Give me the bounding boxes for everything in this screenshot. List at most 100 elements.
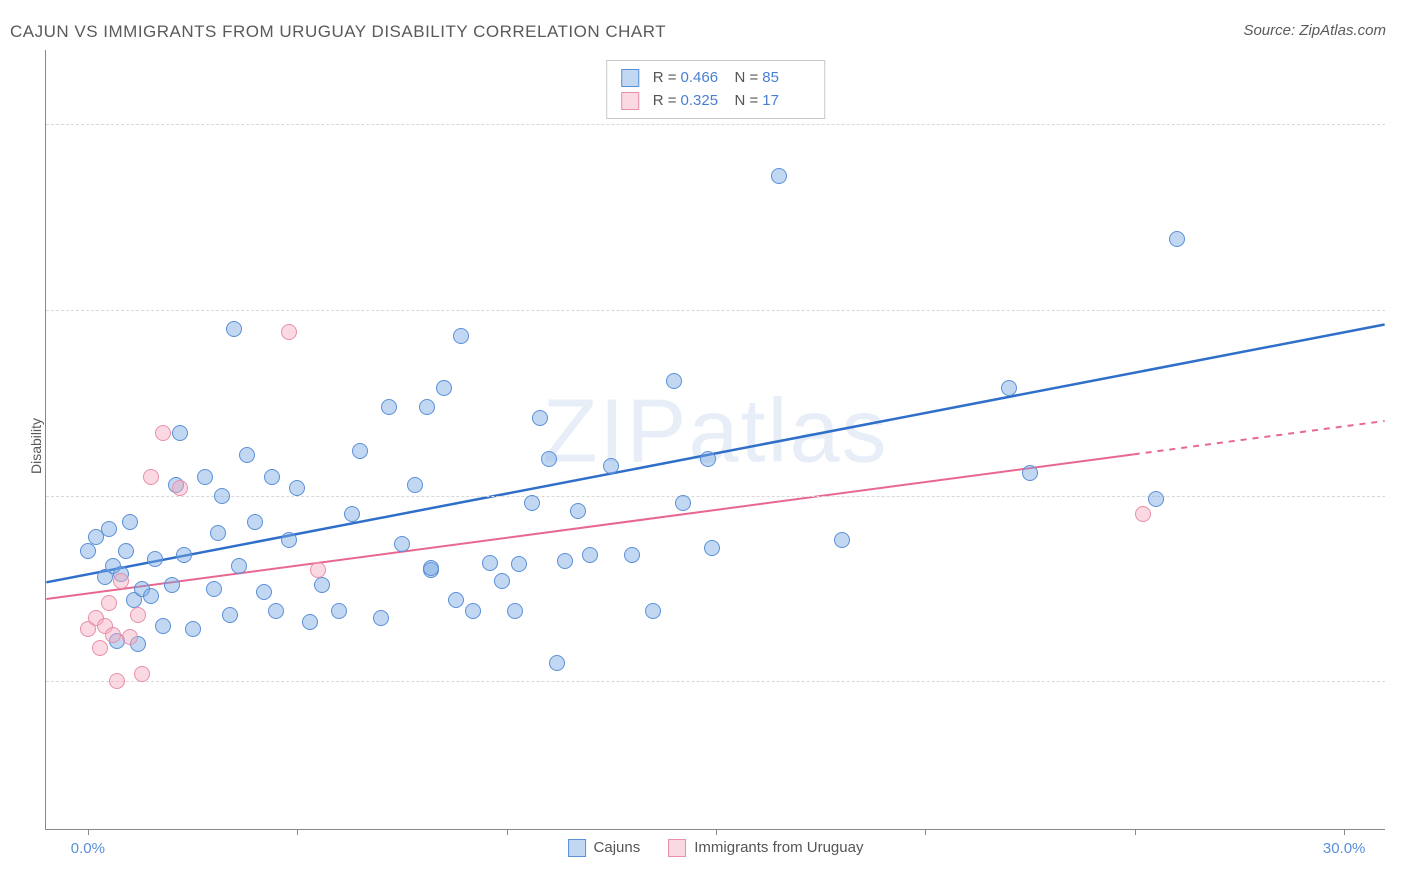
data-point (113, 573, 129, 589)
data-point (436, 380, 452, 396)
legend-stat-label: R = (653, 92, 677, 109)
data-point (130, 607, 146, 623)
data-point (143, 588, 159, 604)
data-point (381, 399, 397, 415)
x-tick-label: 30.0% (1323, 840, 1366, 857)
data-point (176, 547, 192, 563)
gridline-h (46, 681, 1385, 682)
y-tick-label: 40.0% (1395, 116, 1406, 133)
stats-legend: R =0.466N =85R =0.325N =17 (606, 60, 826, 119)
x-tick (716, 829, 717, 835)
data-point (80, 543, 96, 559)
gridline-h (46, 496, 1385, 497)
data-point (92, 640, 108, 656)
data-point (570, 503, 586, 519)
data-point (549, 655, 565, 671)
legend-stat-label: R = (653, 69, 677, 86)
data-point (532, 410, 548, 426)
y-tick-label: 30.0% (1395, 302, 1406, 319)
data-point (118, 543, 134, 559)
legend-series-name: Immigrants from Uruguay (694, 839, 863, 856)
data-point (1169, 231, 1185, 247)
trend-lines-layer (46, 50, 1385, 829)
y-tick-label: 20.0% (1395, 487, 1406, 504)
data-point (352, 443, 368, 459)
data-point (210, 525, 226, 541)
data-point (557, 553, 573, 569)
x-tick (507, 829, 508, 835)
data-point (704, 540, 720, 556)
data-point (419, 399, 435, 415)
data-point (289, 480, 305, 496)
data-point (231, 558, 247, 574)
data-point (172, 425, 188, 441)
x-tick (297, 829, 298, 835)
data-point (423, 560, 439, 576)
data-point (494, 573, 510, 589)
series-legend: Cajuns Immigrants from Uruguay (554, 839, 878, 857)
data-point (310, 562, 326, 578)
data-point (256, 584, 272, 600)
data-point (105, 627, 121, 643)
data-point (101, 521, 117, 537)
data-point (206, 581, 222, 597)
x-tick-label: 0.0% (71, 840, 105, 857)
gridline-h (46, 310, 1385, 311)
data-point (302, 614, 318, 630)
data-point (675, 495, 691, 511)
data-point (155, 425, 171, 441)
data-point (214, 488, 230, 504)
data-point (197, 469, 213, 485)
data-point (122, 629, 138, 645)
legend-item: Immigrants from Uruguay (668, 839, 863, 856)
data-point (1148, 491, 1164, 507)
y-axis-label: Disability (28, 418, 44, 474)
data-point (247, 514, 263, 530)
data-point (281, 532, 297, 548)
data-point (448, 592, 464, 608)
data-point (700, 451, 716, 467)
legend-row: R =0.466N =85 (621, 67, 811, 90)
data-point (407, 477, 423, 493)
legend-swatch (668, 839, 686, 857)
x-tick (1135, 829, 1136, 835)
data-point (264, 469, 280, 485)
data-point (222, 607, 238, 623)
data-point (101, 595, 117, 611)
source-label: Source: ZipAtlas.com (1243, 22, 1386, 39)
data-point (834, 532, 850, 548)
gridline-h (46, 124, 1385, 125)
data-point (511, 556, 527, 572)
data-point (134, 666, 150, 682)
legend-row: R =0.325N =17 (621, 90, 811, 113)
data-point (603, 458, 619, 474)
data-point (453, 328, 469, 344)
data-point (147, 551, 163, 567)
x-tick (925, 829, 926, 835)
data-point (172, 480, 188, 496)
x-tick (88, 829, 89, 835)
legend-stat-label: N = (735, 92, 759, 109)
data-point (226, 321, 242, 337)
data-point (109, 673, 125, 689)
data-point (1022, 465, 1038, 481)
legend-swatch (621, 92, 639, 110)
y-tick-label: 10.0% (1395, 673, 1406, 690)
legend-r-value: 0.466 (681, 67, 729, 90)
legend-n-value: 85 (762, 67, 810, 90)
legend-n-value: 17 (762, 90, 810, 113)
legend-series-name: Cajuns (594, 839, 641, 856)
x-tick (1344, 829, 1345, 835)
data-point (344, 506, 360, 522)
legend-item: Cajuns (568, 839, 641, 856)
data-point (541, 451, 557, 467)
chart-title: CAJUN VS IMMIGRANTS FROM URUGUAY DISABIL… (10, 22, 666, 42)
data-point (164, 577, 180, 593)
legend-swatch (621, 69, 639, 87)
data-point (314, 577, 330, 593)
data-point (771, 168, 787, 184)
data-point (185, 621, 201, 637)
data-point (465, 603, 481, 619)
data-point (155, 618, 171, 634)
data-point (143, 469, 159, 485)
